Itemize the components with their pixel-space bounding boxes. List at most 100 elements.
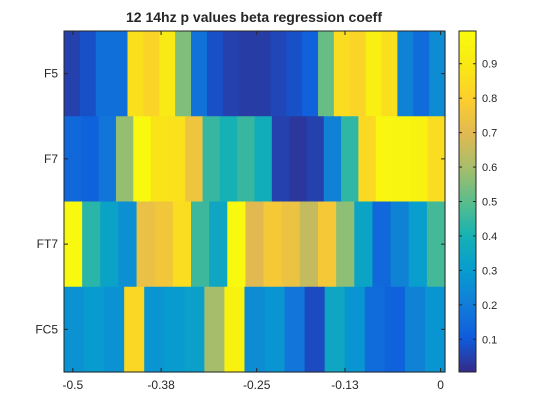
colorbar-swatch xyxy=(459,87,476,92)
colorbar-swatch xyxy=(459,229,476,234)
heatmap-cell xyxy=(372,201,392,288)
colorbar-swatch xyxy=(459,147,476,151)
heatmap-cell xyxy=(100,201,120,288)
colorbar-tick-label: 0.3 xyxy=(482,265,497,277)
heatmap-cell xyxy=(404,286,426,373)
heatmap-cell xyxy=(81,116,100,203)
colorbar-swatch xyxy=(459,178,476,183)
colorbar-swatch xyxy=(459,300,476,305)
colorbar-swatch xyxy=(459,224,476,228)
heatmap-cell xyxy=(390,201,410,288)
colorbar-swatch xyxy=(459,340,476,345)
colorbar-swatch xyxy=(459,48,476,52)
colorbar-swatch xyxy=(459,79,476,83)
heatmap-cell xyxy=(133,116,152,203)
heatmap-cell xyxy=(393,116,411,203)
colorbar-swatch xyxy=(459,264,476,268)
colorbar-swatch xyxy=(459,53,476,58)
heatmap-cell xyxy=(381,31,398,117)
row-labels: F5 F7 FT7 FC5 xyxy=(35,67,445,336)
colorbar-swatch xyxy=(459,164,476,168)
colorbar-swatch xyxy=(459,320,476,325)
colorbar-swatch xyxy=(459,138,476,143)
colorbar-swatch xyxy=(459,221,476,225)
colorbar-swatch xyxy=(459,201,476,205)
heatmap-cell xyxy=(143,31,160,117)
colorbar-swatch xyxy=(459,332,476,336)
heatmap-cell xyxy=(127,31,144,117)
heatmap-cell xyxy=(263,201,283,288)
x-tick-label: -0.38 xyxy=(147,378,175,392)
heatmap-cells xyxy=(64,31,446,373)
colorbar-swatch xyxy=(459,99,476,103)
heatmap-cell xyxy=(254,116,273,203)
heatmap-cell xyxy=(349,31,367,117)
colorbar-swatch xyxy=(459,93,476,97)
heatmap-cell xyxy=(64,286,85,373)
colorbar-swatch xyxy=(459,104,476,109)
heatmap-cell xyxy=(64,116,82,203)
heatmap-cell xyxy=(118,201,138,288)
heatmap-cell xyxy=(150,116,169,203)
colorbar-swatch xyxy=(459,133,476,137)
colorbar-swatch xyxy=(459,144,476,149)
x-tick-label: -0.5 xyxy=(62,378,83,392)
colorbar-swatch xyxy=(459,110,476,114)
colorbar-swatch xyxy=(459,190,476,194)
colorbar-swatch xyxy=(459,366,476,370)
colorbar-tick-label: 0.4 xyxy=(482,231,497,243)
colorbar-swatch xyxy=(459,136,476,140)
heatmap-cell xyxy=(95,31,113,117)
colorbar-tick-label: 0.2 xyxy=(482,300,497,312)
heatmap-cell xyxy=(111,31,129,117)
heatmap-cell xyxy=(289,116,308,203)
colorbar-swatch xyxy=(459,113,476,117)
colorbar-swatch xyxy=(459,318,476,322)
heatmap-cell xyxy=(364,286,386,373)
colorbar-swatch xyxy=(459,269,476,274)
heatmap-cell xyxy=(237,116,256,203)
colorbar-swatch xyxy=(459,82,476,86)
colorbar-swatch xyxy=(459,369,476,373)
colorbar-swatch xyxy=(459,278,476,282)
colorbar-swatch xyxy=(459,204,476,208)
heatmap-cell xyxy=(98,116,117,203)
heatmap-cell xyxy=(299,201,319,288)
colorbar-swatch xyxy=(459,312,476,316)
heatmap-cell xyxy=(333,31,351,117)
heatmap-cell xyxy=(124,286,145,373)
colorbar-swatch xyxy=(459,184,476,188)
x-axis: -0.5 -0.38 -0.25 -0.13 0 xyxy=(62,31,444,392)
colorbar-swatch xyxy=(459,258,476,262)
colorbar-swatch xyxy=(459,107,476,112)
colorbar-swatch xyxy=(459,70,476,75)
colorbar-swatch xyxy=(459,292,476,296)
colorbar-tick-label: 0.8 xyxy=(482,93,497,105)
heatmap-cell xyxy=(365,31,383,117)
heatmap-cell xyxy=(184,286,205,373)
colorbar-swatch xyxy=(459,303,476,308)
colorbar-swatch xyxy=(459,227,476,231)
colorbar-swatch xyxy=(459,124,476,129)
colorbar-swatch xyxy=(459,141,476,146)
chart-title: 12 14hz p values beta regression coeff xyxy=(126,9,382,25)
colorbar-swatch xyxy=(459,249,476,254)
heatmap-cell xyxy=(167,116,186,203)
colorbar-swatch xyxy=(459,195,476,200)
colorbar-tick-label: 0.7 xyxy=(482,128,497,140)
heatmap-cell xyxy=(219,116,238,203)
colorbar-swatch xyxy=(459,210,476,214)
colorbar-swatch xyxy=(459,275,476,279)
row-label: F7 xyxy=(44,152,58,166)
heatmap-cell xyxy=(159,31,176,117)
heatmap-cell xyxy=(264,286,286,373)
colorbar-swatch xyxy=(459,59,476,63)
colorbar-swatch xyxy=(459,335,476,339)
colorbar-swatch xyxy=(459,266,476,271)
heatmap-cell xyxy=(318,31,335,117)
colorbar-swatch xyxy=(459,360,476,364)
colorbar-swatch xyxy=(459,45,476,49)
colorbar-swatch xyxy=(459,153,476,157)
colorbar-swatch xyxy=(459,84,476,89)
